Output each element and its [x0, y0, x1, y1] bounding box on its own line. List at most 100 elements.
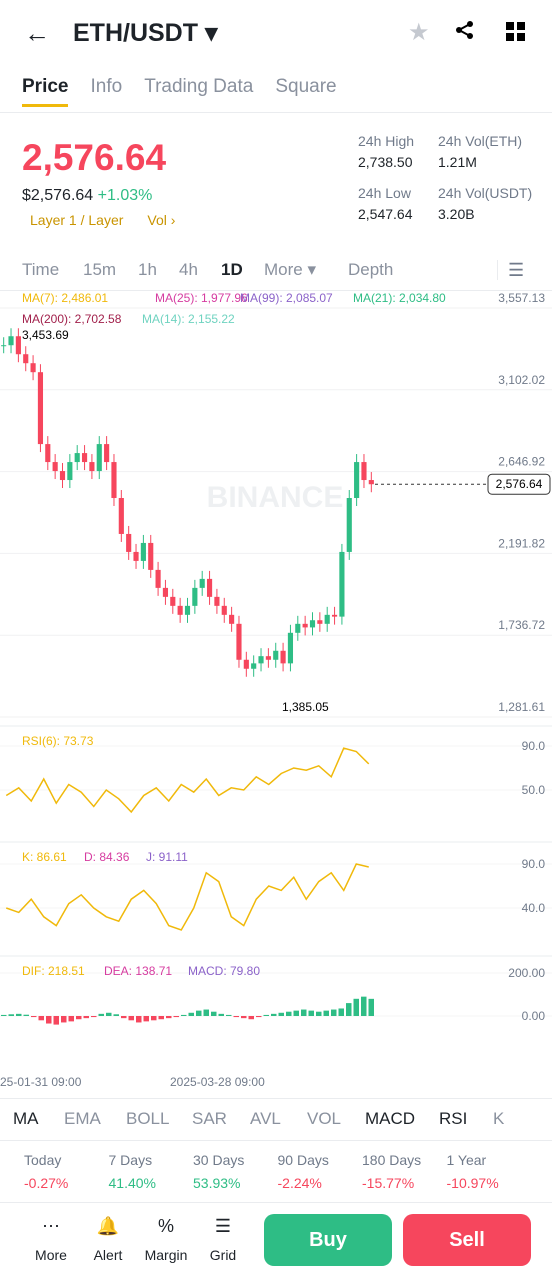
tag[interactable]: Vol: [147, 212, 167, 228]
ma-legend: MA(99): 2,085.07: [240, 291, 333, 305]
last-price-box: [487, 473, 551, 495]
indicator-tab[interactable]: K: [493, 1109, 505, 1128]
action-icon[interactable]: %: [157, 1216, 174, 1236]
interval[interactable]: 15m: [83, 260, 117, 279]
macd-bar: [61, 1016, 67, 1023]
period: Today: [24, 1152, 62, 1168]
macd-bar: [83, 1016, 89, 1019]
indicator-tab[interactable]: BOLL: [126, 1109, 170, 1128]
tab[interactable]: Square: [275, 76, 337, 97]
y-tick-label: 3,557.13: [498, 291, 545, 305]
action-label[interactable]: Margin: [144, 1247, 188, 1263]
candle: [30, 363, 36, 373]
action-icon[interactable]: 🔔: [96, 1216, 120, 1236]
macd-bar: [46, 1016, 52, 1024]
indicator-tab[interactable]: MA: [13, 1109, 39, 1128]
macd-bar: [338, 1008, 344, 1016]
sell-button[interactable]: Sell: [403, 1214, 531, 1266]
macd-bar: [173, 1016, 179, 1018]
tab-indicator: [22, 104, 68, 107]
interval[interactable]: Depth: [348, 260, 394, 279]
candle: [133, 551, 139, 561]
macd-bar: [98, 1013, 104, 1016]
divider: [0, 112, 552, 113]
x-tick-label: 2025-03-28 09:00: [170, 1075, 265, 1089]
action-label[interactable]: More: [35, 1247, 67, 1263]
indicator-tab[interactable]: EMA: [64, 1109, 101, 1128]
interval[interactable]: More ▾: [264, 260, 316, 279]
indicator-tab[interactable]: AVL: [250, 1109, 281, 1128]
indicator-tab[interactable]: RSI: [439, 1109, 468, 1128]
action-icon[interactable]: ☰: [214, 1216, 232, 1236]
favorite[interactable]: ★: [408, 19, 430, 46]
macd-bar: [226, 1014, 232, 1016]
macd-bar: [203, 1009, 209, 1016]
macd-bar: [271, 1013, 277, 1016]
stat-value: 3.20B: [438, 206, 475, 222]
y-tick-label: 90.0: [522, 739, 546, 753]
macd-bar: [293, 1010, 299, 1016]
candle: [192, 587, 198, 606]
action-label[interactable]: Grid: [209, 1247, 237, 1263]
y-tick-label: 3,102.02: [498, 373, 545, 387]
macd-bar: [23, 1014, 29, 1016]
macd-bar: [278, 1012, 284, 1016]
indicator-legend: J: 91.11: [146, 850, 188, 864]
macd-bar: [113, 1014, 119, 1016]
low-label: 1,385.05: [282, 700, 329, 714]
tab[interactable]: Price: [22, 76, 69, 97]
high-label: 3,453.69: [22, 328, 69, 342]
action-icon[interactable]: ⋯: [42, 1216, 60, 1236]
macd-bar: [128, 1016, 134, 1021]
indicator-tab[interactable]: VOL: [307, 1109, 342, 1128]
macd-bar: [38, 1016, 44, 1021]
period-change: 53.93%: [193, 1175, 241, 1191]
macd-bar: [68, 1016, 74, 1022]
pair-title[interactable]: ETH/USDT ▾: [73, 19, 218, 47]
macd-bar: [106, 1012, 112, 1016]
candle: [37, 372, 44, 445]
macd-bar: [211, 1011, 217, 1016]
last-price: 2,576.64: [22, 137, 167, 178]
candle: [295, 623, 301, 633]
candle: [317, 620, 323, 624]
candle: [251, 663, 257, 669]
ma-legend: MA(21): 2,034.80: [353, 291, 446, 305]
candle: [361, 462, 367, 481]
tab[interactable]: Trading Data: [144, 76, 254, 97]
y-tick-label: 2,191.82: [498, 536, 545, 550]
macd-bar: [241, 1016, 247, 1019]
tab[interactable]: Info: [90, 76, 123, 97]
macd-bar: [53, 1016, 59, 1025]
candle: [140, 542, 146, 561]
grid-menu[interactable]: [506, 22, 526, 42]
indicator-tab[interactable]: SAR: [192, 1109, 227, 1128]
macd-bar: [353, 998, 359, 1016]
tabs: Price Info Trading Data Square: [22, 76, 337, 98]
macd-bar: [76, 1016, 82, 1020]
stat-label: 24h High: [358, 133, 415, 149]
candle: [15, 336, 21, 355]
candle: [309, 620, 316, 628]
indicator-legend: MACD: 79.80: [188, 964, 260, 978]
share[interactable]: [455, 20, 475, 40]
tag[interactable]: Layer 1 / Layer: [30, 212, 124, 228]
buy-button[interactable]: Buy: [264, 1214, 392, 1266]
candle: [229, 614, 235, 624]
y-tick-label: 40.0: [522, 901, 546, 915]
interval[interactable]: 4h: [179, 260, 198, 279]
indicator-tab[interactable]: MACD: [365, 1109, 416, 1128]
x-tick-label: 25-01-31 09:00: [0, 1075, 82, 1089]
candle: [236, 623, 242, 660]
back-button[interactable]: ←: [24, 18, 50, 48]
action-label[interactable]: Alert: [93, 1247, 123, 1263]
interval[interactable]: 1D: [221, 260, 243, 279]
candle: [273, 650, 279, 660]
period: 7 Days: [108, 1152, 153, 1168]
candle: [74, 453, 80, 463]
interval[interactable]: 1h: [138, 260, 157, 279]
price-change: +1.03%: [97, 187, 153, 204]
interval[interactable]: Time: [22, 260, 60, 279]
chart-settings[interactable]: ☰: [508, 260, 525, 280]
